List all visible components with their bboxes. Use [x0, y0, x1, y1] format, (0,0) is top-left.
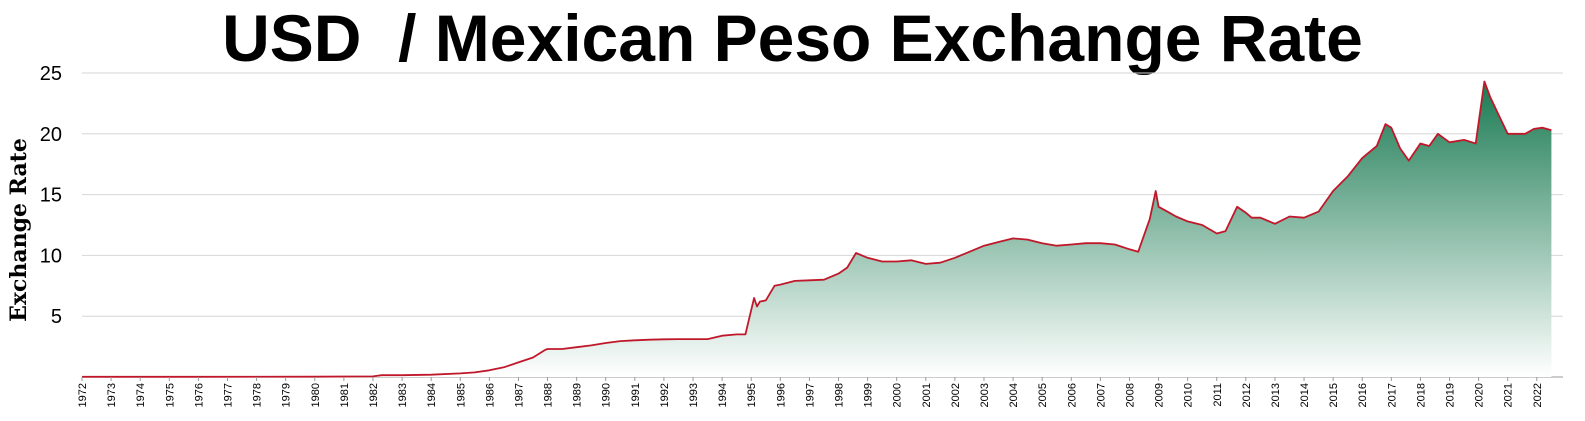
x-tick-label: 1996 — [775, 383, 787, 407]
x-tick-label: 2019 — [1445, 383, 1457, 407]
x-tick-label: 2001 — [921, 383, 933, 407]
x-tick-label: 2022 — [1532, 383, 1544, 407]
x-tick-label: 2013 — [1270, 383, 1282, 407]
x-axis-ticks: 1972 1973 1974 1975 1976 1977 1978 1979 1980 1981… — [77, 377, 1544, 407]
x-tick-label: 2002 — [950, 383, 962, 407]
x-tick-label: 2006 — [1066, 383, 1078, 407]
x-tick-label: 1977 — [223, 383, 235, 407]
x-tick-label: 2016 — [1357, 383, 1369, 407]
x-tick-label: 1983 — [397, 383, 409, 407]
x-tick-label: 1976 — [193, 383, 205, 407]
x-tick-label: 1997 — [804, 383, 816, 407]
x-tick-label: 2004 — [1008, 383, 1020, 407]
x-tick-label: 1988 — [543, 383, 555, 407]
x-tick-label: 1984 — [426, 383, 438, 407]
x-tick-label: 1985 — [455, 383, 467, 407]
x-tick-label: 1974 — [135, 383, 147, 407]
x-tick-label: 2007 — [1095, 383, 1107, 407]
x-tick-label: 2000 — [892, 383, 904, 407]
x-tick-label: 1979 — [281, 383, 293, 407]
series-area-0 — [82, 81, 1552, 377]
series-group — [82, 80, 1552, 378]
x-tick-label: 1982 — [368, 383, 380, 407]
x-tick-label: 2003 — [979, 383, 991, 407]
x-tick-label: 1980 — [310, 383, 322, 407]
x-tick-label: 1992 — [659, 383, 671, 407]
x-tick-label: 2012 — [1241, 383, 1253, 407]
x-tick-label: 2009 — [1154, 383, 1166, 407]
y-tick-label: 5 — [51, 306, 62, 328]
x-tick-label: 1981 — [339, 383, 351, 407]
x-tick-label: 1995 — [746, 383, 758, 407]
x-tick-label: 1990 — [601, 383, 613, 407]
x-tick-label: 2011 — [1212, 383, 1224, 407]
y-axis-label: Exchange Rate — [6, 138, 32, 322]
chart-title: USD / Mexican Peso Exchange Rate — [222, 1, 1363, 75]
x-tick-label: 1991 — [630, 383, 642, 407]
x-tick-label: 1993 — [688, 383, 700, 407]
x-tick-label: 2008 — [1125, 383, 1137, 407]
y-axis-ticks: 5 10 15 20 25 — [40, 63, 62, 328]
x-tick-label: 2020 — [1474, 383, 1486, 407]
x-tick-label: 2017 — [1386, 383, 1398, 407]
x-tick-label: 2014 — [1299, 383, 1311, 407]
y-tick-label: 20 — [40, 124, 62, 146]
x-tick-label: 1978 — [252, 383, 264, 407]
x-tick-label: 1994 — [717, 383, 729, 407]
x-tick-label: 2018 — [1415, 383, 1427, 407]
x-tick-label: 2015 — [1328, 383, 1340, 407]
x-tick-label: 1987 — [513, 383, 525, 407]
y-tick-label: 25 — [40, 63, 62, 85]
x-tick-label: 1972 — [77, 383, 89, 407]
x-tick-label: 1975 — [164, 383, 176, 407]
series-line-0 — [82, 80, 1552, 378]
x-tick-label: 1998 — [834, 383, 846, 407]
x-tick-label: 1986 — [484, 383, 496, 407]
x-tick-label: 2010 — [1183, 383, 1195, 407]
y-tick-label: 15 — [40, 185, 62, 207]
x-tick-label: 2005 — [1037, 383, 1049, 407]
x-tick-label: 1989 — [572, 383, 584, 407]
y-tick-label: 10 — [40, 245, 62, 267]
x-tick-label: 2021 — [1503, 383, 1515, 407]
x-tick-label: 1973 — [106, 383, 118, 407]
x-tick-label: 1999 — [863, 383, 875, 407]
